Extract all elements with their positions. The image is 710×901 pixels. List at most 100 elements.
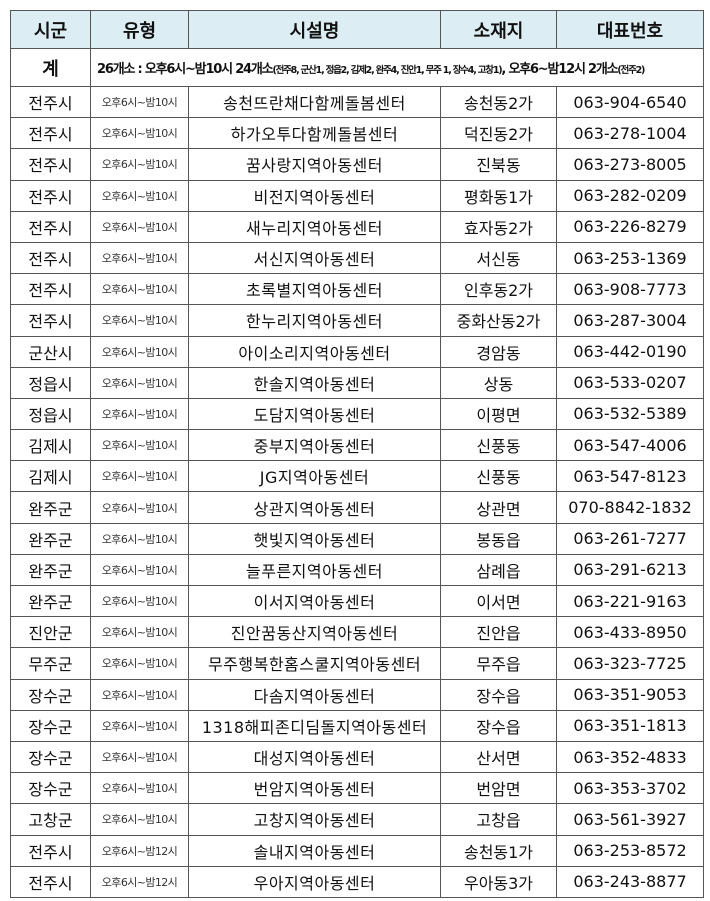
cell-type: 오후6시~밤10시 <box>90 772 189 805</box>
cell-phone: 063-547-4006 <box>556 429 704 462</box>
cell-phone: 063-261-7277 <box>556 522 704 555</box>
cell-type: 오후6시~밤10시 <box>90 397 189 431</box>
cell-type: 오후6시~밤12시 <box>90 834 189 867</box>
cell-city: 군산시 <box>10 335 91 368</box>
cell-loc: 삼례읍 <box>440 553 557 587</box>
cell-city: 완주군 <box>10 522 91 555</box>
cell-loc: 장수읍 <box>440 678 557 711</box>
cell-name: 아이소리지역아동센터 <box>188 335 441 368</box>
cell-loc: 진안읍 <box>440 616 557 649</box>
table-row: 장수군 오후6시~밤10시 1318해피존디딤돌지역아동센터 장수읍 063-351-1… <box>10 709 704 742</box>
cell-phone: 063-532-5389 <box>556 397 704 431</box>
cell-city: 전주시 <box>10 210 91 243</box>
table-row: 전주시 오후6시~밤10시 새누리지역아동센터 효자동2가 063-226-8279 <box>10 210 704 243</box>
cell-loc: 고창읍 <box>440 803 557 836</box>
table-row: 전주시 오후6시~밤10시 꿈사랑지역아동센터 진북동 063-273-8005 <box>10 148 704 181</box>
cell-phone: 063-908-7773 <box>556 273 704 306</box>
cell-type: 오후6시~밤10시 <box>90 460 189 493</box>
cell-type: 오후6시~밤10시 <box>90 210 189 243</box>
table-row: 장수군 오후6시~밤10시 번암지역아동센터 번암면 063-353-3702 <box>10 772 704 805</box>
cell-phone: 063-221-9163 <box>556 584 704 618</box>
cell-city: 정읍시 <box>10 397 91 431</box>
cell-type: 오후6시~밤10시 <box>90 709 189 742</box>
cell-type: 오후6시~밤10시 <box>90 366 189 399</box>
cell-type: 오후6시~밤10시 <box>90 553 189 587</box>
cell-loc: 경암동 <box>440 335 557 368</box>
cell-city: 정읍시 <box>10 366 91 399</box>
cell-name: 하가오투다함께돌봄센터 <box>188 117 441 150</box>
cell-type: 오후6시~밤10시 <box>90 647 189 680</box>
table-row: 정읍시 오후6시~밤10시 한솔지역아동센터 상동 063-533-0207 <box>10 366 704 399</box>
cell-phone: 063-442-0190 <box>556 335 704 368</box>
cell-type: 오후6시~밤10시 <box>90 616 189 649</box>
summary-text: 26개소 : 오후6시~밤10시 24개소(전주8, 군산1, 정읍2, 김제2… <box>90 48 704 87</box>
cell-loc: 신풍동 <box>440 429 557 462</box>
table-row: 전주시 오후6시~밤10시 하가오투다함께돌봄센터 덕진동2가 063-278-1004 <box>10 117 704 150</box>
cell-loc: 번암면 <box>440 772 557 805</box>
cell-phone: 063-561-3927 <box>556 803 704 836</box>
cell-type: 오후6시~밤10시 <box>90 241 189 275</box>
cell-name: 꿈사랑지역아동센터 <box>188 148 441 181</box>
cell-type: 오후6시~밤10시 <box>90 85 189 119</box>
cell-name: 초록별지역아동센터 <box>188 273 441 306</box>
cell-type: 오후6시~밤10시 <box>90 584 189 618</box>
cell-type: 오후6시~밤10시 <box>90 522 189 555</box>
table-row: 전주시 오후6시~밤10시 초록별지역아동센터 인후동2가 063-908-7773 <box>10 273 704 306</box>
cell-type: 오후6시~밤10시 <box>90 273 189 306</box>
cell-loc: 덕진동2가 <box>440 117 557 150</box>
table-row: 전주시 오후6시~밤12시 솔내지역아동센터 송천동1가 063-253-8572 <box>10 834 704 867</box>
cell-phone: 063-533-0207 <box>556 366 704 399</box>
table-row: 김제시 오후6시~밤10시 JG지역아동센터 신풍동 063-547-8123 <box>10 460 704 493</box>
cell-type: 오후6시~밤10시 <box>90 335 189 368</box>
cell-loc: 송천동1가 <box>440 834 557 867</box>
header-city: 시군 <box>10 10 91 49</box>
cell-loc: 인후동2가 <box>440 273 557 306</box>
summary-label: 계 <box>10 48 91 87</box>
cell-phone: 063-904-6540 <box>556 85 704 119</box>
summary-detail: (전주8, 군산1, 정읍2, 김제2, 완주4, 진안1, 무주 1, 장수4… <box>272 65 502 76</box>
cell-phone: 063-353-3702 <box>556 772 704 805</box>
table-row: 완주군 오후6시~밤10시 이서지역아동센터 이서면 063-221-9163 <box>10 584 704 618</box>
cell-loc: 중화산동2가 <box>440 304 557 337</box>
cell-name: 번암지역아동센터 <box>188 772 441 805</box>
table-row: 고창군 오후6시~밤10시 고창지역아동센터 고창읍 063-561-3927 <box>10 803 704 836</box>
table-row: 완주군 오후6시~밤10시 늘푸른지역아동센터 삼례읍 063-291-6213 <box>10 553 704 587</box>
table-row: 전주시 오후6시~밤10시 서신지역아동센터 서신동 063-253-1369 <box>10 241 704 275</box>
cell-loc: 봉동읍 <box>440 522 557 555</box>
cell-city: 전주시 <box>10 85 91 119</box>
cell-type: 오후6시~밤12시 <box>90 865 189 898</box>
cell-city: 전주시 <box>10 304 91 337</box>
facility-table: 시군 유형 시설명 소재지 대표번호 계 26개소 : 오후6시~밤10시 24… <box>10 10 704 898</box>
cell-city: 완주군 <box>10 553 91 587</box>
cell-type: 오후6시~밤10시 <box>90 304 189 337</box>
cell-name: 1318해피존디딤돌지역아동센터 <box>188 709 441 742</box>
table-row: 정읍시 오후6시~밤10시 도담지역아동센터 이평면 063-532-5389 <box>10 397 704 431</box>
cell-type: 오후6시~밤10시 <box>90 740 189 774</box>
cell-loc: 송천동2가 <box>440 85 557 119</box>
cell-loc: 평화동1가 <box>440 179 557 212</box>
cell-name: 한솔지역아동센터 <box>188 366 441 399</box>
cell-name: 송천뜨란채다함께돌봄센터 <box>188 85 441 119</box>
cell-loc: 진북동 <box>440 148 557 181</box>
cell-phone: 063-226-8279 <box>556 210 704 243</box>
cell-phone: 063-323-7725 <box>556 647 704 680</box>
cell-phone: 063-253-8572 <box>556 834 704 867</box>
cell-loc: 신풍동 <box>440 460 557 493</box>
cell-phone: 063-273-8005 <box>556 148 704 181</box>
table-row: 장수군 오후6시~밤10시 다솜지역아동센터 장수읍 063-351-9053 <box>10 678 704 711</box>
cell-name: 도담지역아동센터 <box>188 397 441 431</box>
cell-name: 다솜지역아동센터 <box>188 678 441 711</box>
table-row: 장수군 오후6시~밤10시 대성지역아동센터 산서면 063-352-4833 <box>10 740 704 774</box>
cell-name: 대성지역아동센터 <box>188 740 441 774</box>
cell-phone: 063-278-1004 <box>556 117 704 150</box>
cell-loc: 이서면 <box>440 584 557 618</box>
table-row: 완주군 오후6시~밤10시 상관지역아동센터 상관면 070-8842-1832 <box>10 491 704 524</box>
cell-phone: 070-8842-1832 <box>556 491 704 524</box>
cell-city: 전주시 <box>10 117 91 150</box>
cell-city: 전주시 <box>10 834 91 867</box>
cell-city: 전주시 <box>10 179 91 212</box>
cell-city: 장수군 <box>10 678 91 711</box>
cell-phone: 063-282-0209 <box>556 179 704 212</box>
cell-loc: 산서면 <box>440 740 557 774</box>
cell-type: 오후6시~밤10시 <box>90 803 189 836</box>
